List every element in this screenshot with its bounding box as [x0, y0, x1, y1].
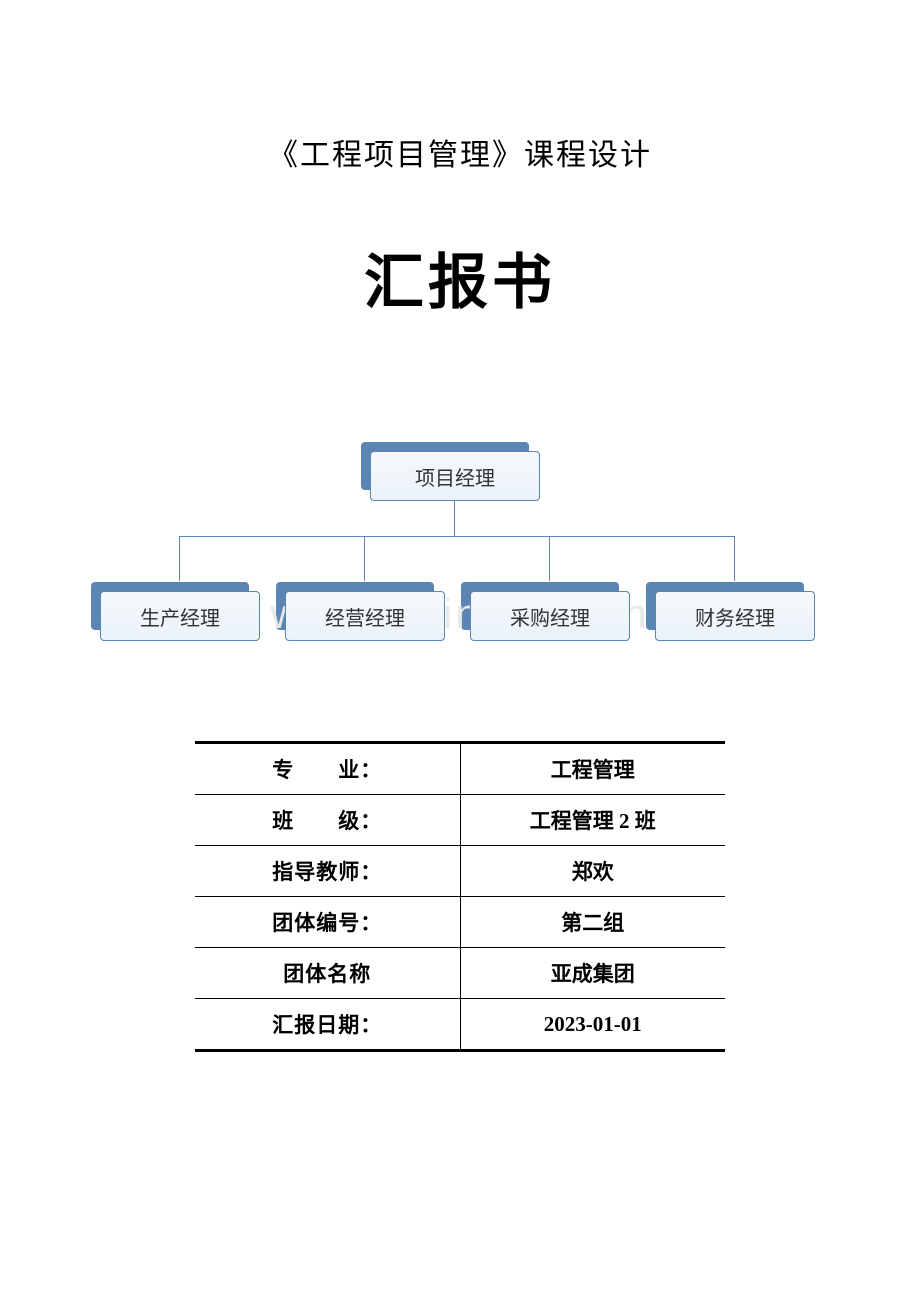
connector-line — [734, 536, 735, 581]
org-child-node: 采购经理 — [470, 591, 630, 641]
table-row: 团体编号： 第二组 — [195, 897, 725, 948]
org-child-node: 生产经理 — [100, 591, 260, 641]
table-label: 团体名称 — [195, 948, 460, 999]
document-title: 汇报书 — [100, 234, 820, 321]
org-child-label: 生产经理 — [140, 602, 220, 631]
table-row: 班 级： 工程管理 2 班 — [195, 795, 725, 846]
table-label: 指导教师： — [195, 846, 460, 897]
table-row: 指导教师： 郑欢 — [195, 846, 725, 897]
org-child-label: 经营经理 — [325, 602, 405, 631]
info-table: 专 业： 工程管理 班 级： 工程管理 2 班 指导教师： 郑欢 团体编号： 第… — [195, 741, 725, 1052]
connector-line — [454, 501, 455, 536]
table-row: 专 业： 工程管理 — [195, 743, 725, 795]
org-child-label: 采购经理 — [510, 602, 590, 631]
org-root-node: 项目经理 — [370, 451, 540, 501]
org-child-label: 财务经理 — [695, 602, 775, 631]
table-value: 郑欢 — [460, 846, 725, 897]
table-value: 工程管理 2 班 — [460, 795, 725, 846]
table-value: 亚成集团 — [460, 948, 725, 999]
table-label: 专 业： — [195, 743, 460, 795]
connector-line — [179, 536, 180, 581]
connector-line — [179, 536, 734, 537]
org-root-label: 项目经理 — [415, 462, 495, 491]
document-page: 《工程项目管理》课程设计 汇报书 www.zixin.com.cn 项目经理 生… — [0, 0, 920, 1132]
org-child-node: 财务经理 — [655, 591, 815, 641]
table-value: 2023-01-01 — [460, 999, 725, 1051]
table-label: 班 级： — [195, 795, 460, 846]
table-row: 团体名称 亚成集团 — [195, 948, 725, 999]
table-row: 汇报日期： 2023-01-01 — [195, 999, 725, 1051]
connector-line — [364, 536, 365, 581]
table-value: 第二组 — [460, 897, 725, 948]
org-child-node: 经营经理 — [285, 591, 445, 641]
connector-line — [549, 536, 550, 581]
table-value: 工程管理 — [460, 743, 725, 795]
table-label: 汇报日期： — [195, 999, 460, 1051]
table-label: 团体编号： — [195, 897, 460, 948]
course-subtitle: 《工程项目管理》课程设计 — [100, 130, 820, 174]
org-chart: 项目经理 生产经理 经营经理 采购经理 财务经理 — [100, 451, 820, 661]
